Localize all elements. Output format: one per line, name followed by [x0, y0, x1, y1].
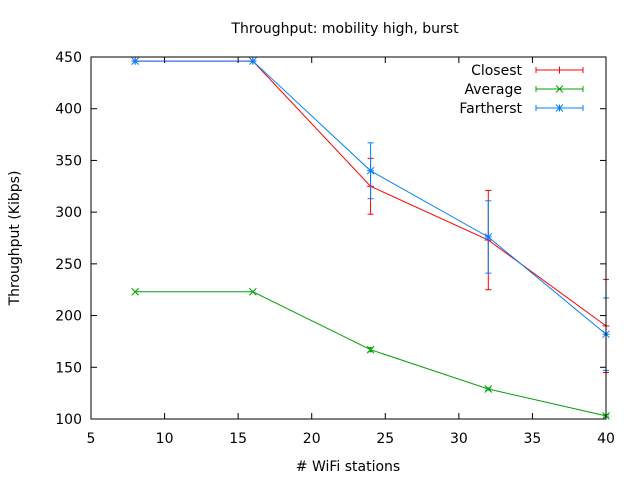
series-fartherst-point-0-stroke-d2 [131, 57, 139, 65]
series-average [131, 287, 610, 420]
x-tick-label-40: 40 [597, 431, 615, 447]
y-tick-label-400: 400 [55, 102, 82, 118]
series-fartherst-point-3-stroke-d2 [484, 233, 493, 241]
series-average-point-0 [131, 287, 139, 296]
x-tick-label-20: 20 [303, 431, 321, 447]
x-tick-label-35: 35 [524, 431, 542, 447]
legend-marker-average-stroke-d2 [555, 85, 564, 93]
x-tick-label-15: 15 [229, 431, 247, 447]
series-average-point-2 [366, 345, 375, 354]
legend-item-closest: Closest [471, 63, 584, 79]
plot-area [131, 57, 610, 420]
chart-title: Throughput: mobility high, burst [230, 21, 459, 37]
series-fartherst-point-0 [131, 57, 139, 65]
y-tick-label-450: 450 [55, 50, 82, 66]
y-tick-label-250: 250 [55, 257, 82, 273]
legend-marker-fartherst [555, 104, 564, 112]
plot-frame [90, 56, 607, 420]
y-tick-label-200: 200 [55, 309, 82, 325]
legend-label-fartherst: Fartherst [459, 101, 522, 117]
y-tick-label-300: 300 [55, 205, 82, 221]
series-average-line [135, 291, 607, 417]
series-closest [131, 57, 610, 373]
series-fartherst-point-2 [366, 166, 375, 175]
y-tick-label-150: 150 [55, 360, 82, 376]
legend-marker-closest [556, 66, 563, 74]
series-fartherst [131, 57, 610, 371]
x-tick-label-10: 10 [156, 431, 174, 447]
series-average-point-3-stroke-d2 [484, 385, 493, 393]
legend-label-closest: Closest [471, 63, 522, 79]
series-average-point-2-stroke-d2 [366, 345, 375, 354]
series-fartherst-point-3 [484, 233, 493, 241]
legend-marker-average [555, 85, 564, 93]
series-fartherst-point-2-stroke-d2 [366, 166, 375, 175]
x-tick-label-5: 5 [87, 431, 96, 447]
y-axis-label: Throughput (Kibps) [7, 171, 23, 307]
legend-item-average: Average [465, 82, 584, 98]
series-average-point-1 [249, 287, 257, 296]
y-tick-label-350: 350 [55, 153, 82, 169]
series-average-point-3 [484, 385, 493, 393]
x-axis-label: # WiFi stations [296, 459, 400, 475]
legend-marker-fartherst-stroke-d2 [555, 104, 564, 112]
x-tick-label-30: 30 [450, 431, 468, 447]
x-tick-label-25: 25 [376, 431, 394, 447]
series-fartherst-point-1 [249, 57, 257, 65]
legend-item-fartherst: Fartherst [459, 101, 584, 117]
y-tick-label-100: 100 [55, 412, 82, 428]
series-average-point-1-stroke-d2 [249, 287, 257, 296]
legend: Closest Average Fartherst [459, 63, 584, 117]
series-fartherst-point-1-stroke-d2 [249, 57, 257, 65]
series-average-point-0-stroke-d2 [131, 287, 139, 296]
legend-label-average: Average [465, 82, 523, 98]
axes: 5 10 15 20 25 30 35 40 100 150 200 250 300 350 400 450 [55, 50, 615, 447]
